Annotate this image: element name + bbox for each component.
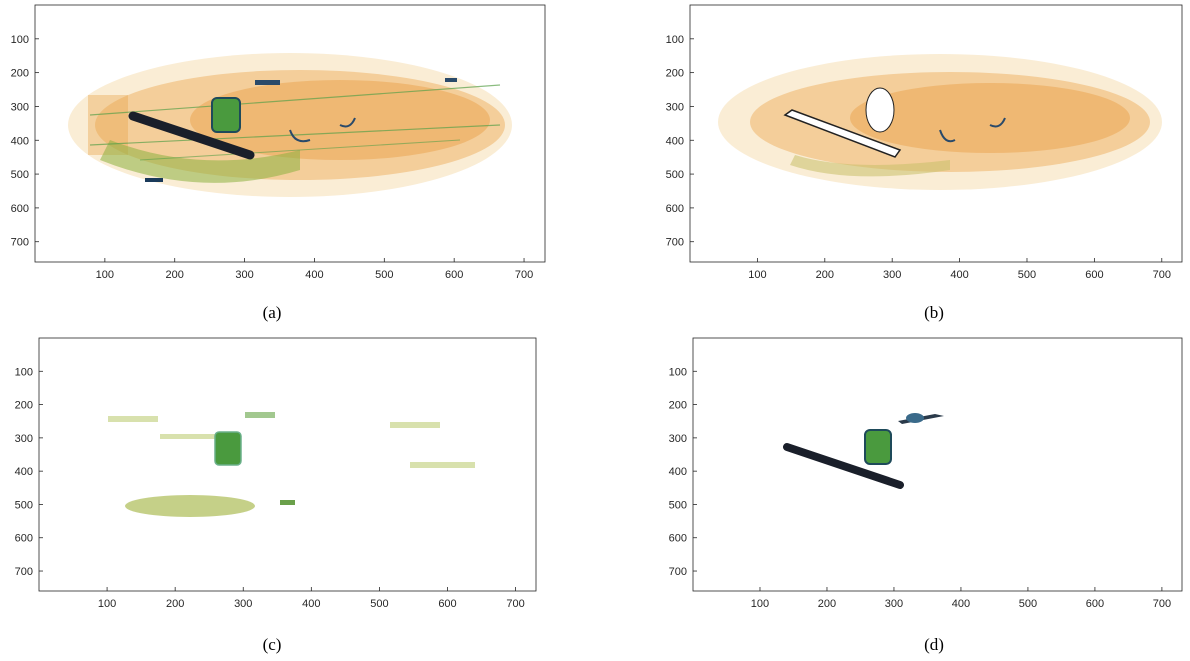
x-tick-label: 300	[883, 269, 901, 281]
panel-caption: (d)	[924, 635, 944, 654]
y-tick-label: 600	[11, 203, 29, 215]
panel-caption: (a)	[263, 303, 282, 322]
y-tick-label: 500	[666, 169, 684, 181]
y-tick-label: 300	[666, 101, 684, 113]
x-tick-label: 400	[952, 598, 970, 610]
panel-c: 100 200 300 400 500 600 700 100 200 300 400 500 600 7…	[15, 337, 537, 654]
y-tick-label: 600	[15, 533, 33, 545]
axes-frame	[38, 337, 537, 592]
xray-image-dark-objects	[783, 413, 944, 489]
y-tick-label: 100	[15, 366, 33, 378]
x-tick-label: 200	[818, 598, 836, 610]
x-tick-label: 400	[302, 598, 320, 610]
x-tick-label: 700	[515, 269, 533, 281]
y-tick-label: 400	[15, 466, 33, 478]
y-tick-label: 400	[669, 466, 687, 478]
y-tick-label: 100	[669, 366, 687, 378]
x-tick-label: 700	[1153, 598, 1171, 610]
y-tick-label: 700	[15, 566, 33, 578]
x-tick-label: 400	[950, 269, 968, 281]
x-tick-label: 300	[235, 269, 253, 281]
axes-frame	[692, 337, 1183, 592]
x-tick-label: 300	[234, 598, 252, 610]
y-tick-label: 100	[11, 34, 29, 46]
x-tick-label: 100	[748, 269, 766, 281]
x-tick-label: 500	[375, 269, 393, 281]
panel-b: 100 200 300 400 500 600 700 100 200 300 400 500 600 7…	[666, 4, 1183, 322]
y-tick-label: 500	[11, 169, 29, 181]
y-tick-label: 200	[666, 68, 684, 80]
axes-frame	[34, 4, 546, 263]
x-tick-label: 100	[751, 598, 769, 610]
x-tick-label: 300	[885, 598, 903, 610]
panel-d: 100 200 300 400 500 600 700 100 200 300 400 500 600 7…	[669, 337, 1183, 654]
y-tick-label: 500	[669, 499, 687, 511]
xray-image-full	[68, 53, 512, 197]
x-tick-label: 100	[98, 598, 116, 610]
x-tick-label: 500	[370, 598, 388, 610]
y-tick-label: 600	[666, 203, 684, 215]
x-tick-label: 100	[96, 269, 114, 281]
y-tick-label: 600	[669, 533, 687, 545]
x-tick-label: 500	[1019, 598, 1037, 610]
x-tick-label: 600	[445, 269, 463, 281]
y-tick-label: 500	[15, 499, 33, 511]
y-tick-label: 700	[666, 237, 684, 249]
axes-frame	[689, 4, 1183, 263]
x-tick-label: 200	[166, 598, 184, 610]
x-tick-label: 500	[1018, 269, 1036, 281]
x-tick-label: 700	[506, 598, 524, 610]
panel-a: 100 200 300 400 500 600 700 100 200 300 400 500 600 7…	[11, 4, 546, 322]
xray-image-green-regions	[108, 412, 475, 517]
y-tick-label: 300	[15, 433, 33, 445]
x-tick-label: 600	[1086, 598, 1104, 610]
y-tick-label: 100	[666, 34, 684, 46]
y-tick-label: 700	[11, 237, 29, 249]
xray-image-objects-removed	[718, 54, 1162, 190]
x-tick-label: 700	[1153, 269, 1171, 281]
y-tick-label: 700	[669, 566, 687, 578]
y-tick-label: 200	[11, 68, 29, 80]
y-tick-label: 200	[15, 400, 33, 412]
y-tick-label: 400	[11, 135, 29, 147]
x-tick-label: 600	[438, 598, 456, 610]
y-tick-label: 300	[669, 433, 687, 445]
panel-caption: (b)	[924, 303, 944, 322]
x-tick-label: 600	[1085, 269, 1103, 281]
x-tick-label: 200	[166, 269, 184, 281]
y-tick-label: 200	[669, 400, 687, 412]
y-tick-label: 300	[11, 101, 29, 113]
x-tick-label: 400	[305, 269, 323, 281]
y-tick-label: 400	[666, 135, 684, 147]
x-tick-label: 200	[816, 269, 834, 281]
panel-caption: (c)	[263, 635, 282, 654]
